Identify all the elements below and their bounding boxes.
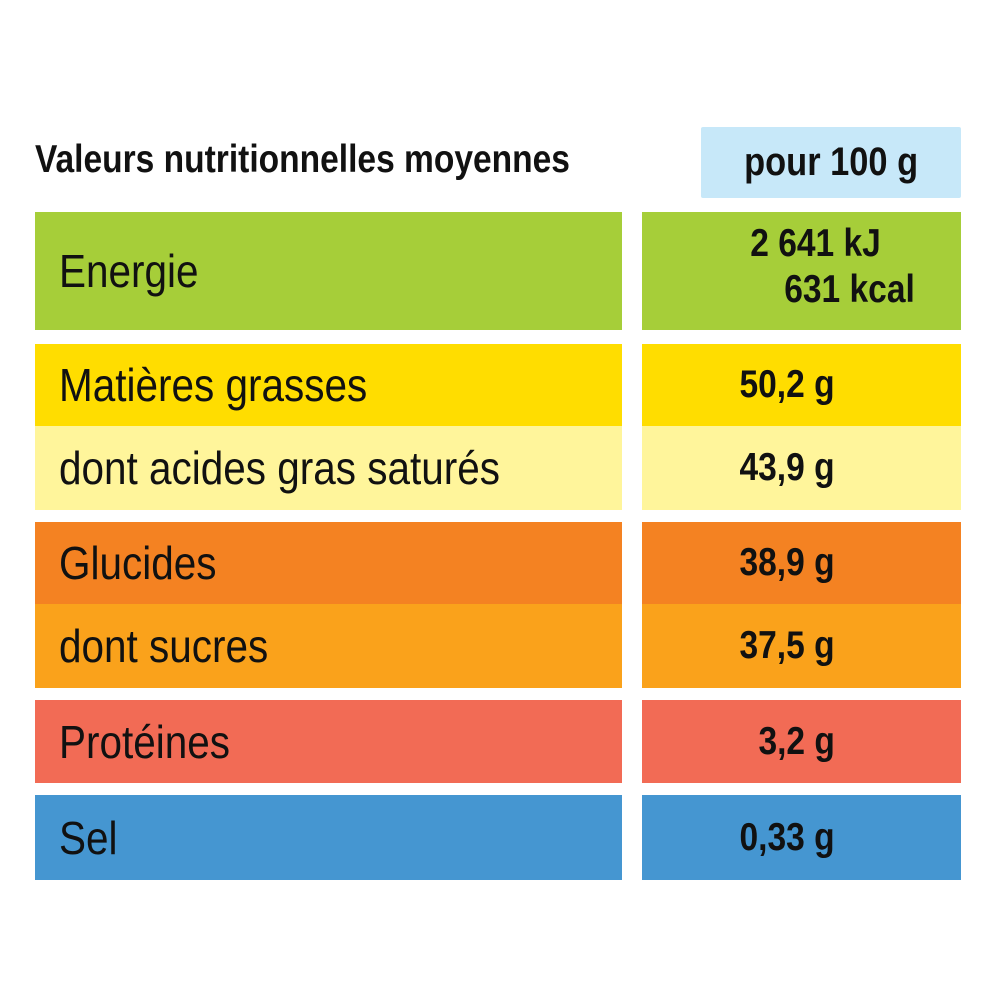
row-proteines-label: Protéines [35,700,622,783]
nutrient-value: 37,5 g [739,624,835,667]
table-title: Valeurs nutritionnelles moyennes [35,138,570,181]
per-100g-badge: pour 100 g [701,127,961,198]
row-matieres-grasses-value: 50,2 g [642,344,961,426]
nutrient-name: Protéines [59,715,231,768]
nutrient-value: 50,2 g [739,363,835,406]
row-proteines-value: 3,2 g [642,700,961,783]
per-100g-label: pour 100 g [744,140,918,184]
row-glucides-value: 38,9 g [642,522,961,604]
energy-kcal-value: 631 kcal [784,268,915,311]
energy-kj-value: 2 641 kJ [750,222,881,265]
row-acides-gras-satures-value: 43,9 g [642,426,961,510]
nutrient-value: 3,2 g [758,719,835,763]
row-energie-value: 2 641 kJ 631 kcal [642,212,961,330]
row-energie-label: Energie [35,212,622,330]
row-sucres-value: 37,5 g [642,604,961,688]
nutrient-name: dont acides gras saturés [59,442,501,494]
row-glucides-label: Glucides [35,522,622,604]
nutrient-value: 38,9 g [739,541,835,584]
row-matieres-grasses-label: Matières grasses [35,344,622,426]
nutrient-value: 43,9 g [739,446,835,489]
nutrient-name: Matières grasses [59,359,368,411]
nutrient-name: Sel [59,811,118,864]
nutrient-name: Energie [59,245,199,297]
nutrient-value: 0,33 g [739,815,835,859]
nutrient-name: Glucides [59,537,217,589]
row-sel-value: 0,33 g [642,795,961,880]
nutrient-name: dont sucres [59,620,269,672]
row-acides-gras-satures-label: dont acides gras saturés [35,426,622,510]
row-sel-label: Sel [35,795,622,880]
row-sucres-label: dont sucres [35,604,622,688]
